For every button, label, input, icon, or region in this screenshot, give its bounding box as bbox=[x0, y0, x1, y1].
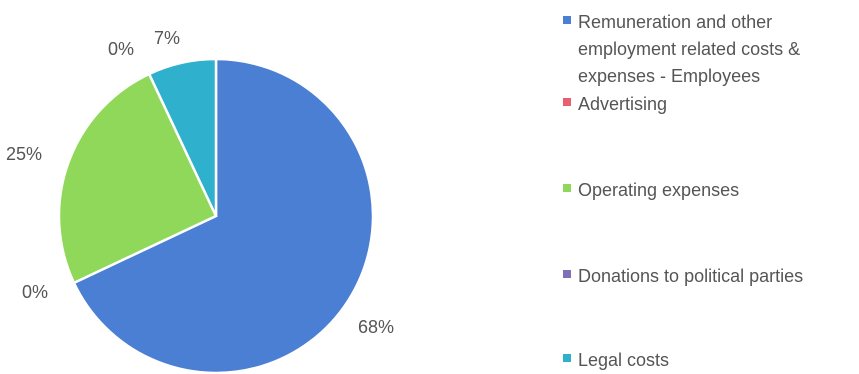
pie-slice-remuneration-and-other-employment-related-costs-expenses-employees bbox=[72, 57, 375, 374]
legend-item-donations-to-political-parties: Donations to political parties bbox=[563, 266, 803, 286]
legend-item-legal-costs: Legal costs bbox=[563, 350, 669, 370]
percent-label-remuneration-and-other-employment-related-costs-expenses-employees: 68% bbox=[358, 317, 394, 337]
legend-item-advertising: Advertising bbox=[563, 94, 667, 114]
percent-label-donations-to-political-parties: 0% bbox=[108, 39, 134, 59]
pie-percent-labels: 68% 0% 25% 0% 7% bbox=[6, 28, 394, 337]
legend-label-remuneration-and-other-employment-related-costs-expenses-employees: Remuneration and other employment related… bbox=[578, 12, 800, 86]
pie-slice-operating-expenses bbox=[57, 72, 218, 285]
legend-label-legal-costs: Legal costs bbox=[578, 350, 669, 370]
legend-swatch-donations-to-political-parties bbox=[563, 270, 571, 278]
percent-label-legal-costs: 7% bbox=[154, 28, 180, 48]
legend-label-operating-expenses: Operating expenses bbox=[578, 180, 739, 200]
pie-slices bbox=[57, 57, 375, 374]
legend-swatch-remuneration-and-other-employment-related-costs-expenses-employees bbox=[563, 16, 571, 24]
legend-label-advertising: Advertising bbox=[578, 94, 667, 114]
pie-slice-legal-costs bbox=[147, 57, 218, 217]
legend-item-operating-expenses: Operating expenses bbox=[563, 180, 739, 200]
legend-label-donations-to-political-parties: Donations to political parties bbox=[578, 266, 803, 286]
legend-swatch-operating-expenses bbox=[563, 184, 571, 192]
chart-legend: Remuneration and other employment related… bbox=[563, 12, 803, 370]
percent-label-advertising: 0% bbox=[22, 282, 48, 302]
legend-swatch-advertising bbox=[563, 98, 571, 106]
legend-item-remuneration-and-other-employment-related-costs-expenses-employees: Remuneration and other employment related… bbox=[563, 12, 800, 86]
legend-swatch-legal-costs bbox=[563, 354, 571, 362]
percent-label-operating-expenses: 25% bbox=[6, 144, 42, 164]
